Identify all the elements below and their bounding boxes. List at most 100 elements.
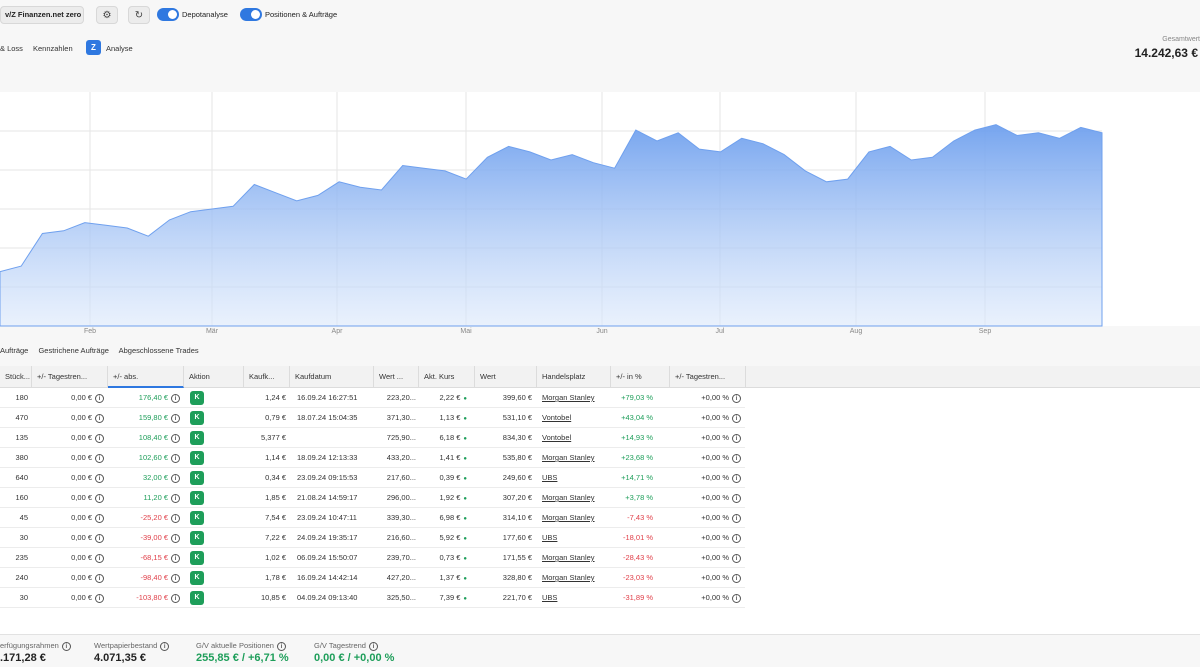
table-row[interactable]: 240 0,00 € i -98,40 € i K 1,78 €16.09.24 14:42…	[0, 568, 745, 588]
info-icon[interactable]: i	[171, 433, 180, 443]
info-icon[interactable]: i	[171, 473, 180, 483]
info-icon[interactable]: i	[276, 641, 286, 651]
info-icon[interactable]: i	[95, 473, 104, 483]
kaufen-button[interactable]: K	[190, 391, 204, 405]
column-header-kaufkurs[interactable]: Kaufk...	[244, 366, 290, 388]
table-row[interactable]: 135 0,00 € i 108,40 € i K 5,377 €725,90... 6,18…	[0, 428, 745, 448]
cell-kaufwert: 223,20...	[386, 393, 416, 402]
column-header-stueck[interactable]: Stück...	[0, 366, 32, 388]
info-icon[interactable]: i	[171, 393, 180, 403]
table-row[interactable]: 235 0,00 € i -68,15 € i K 1,02 €06.09.24 15:50…	[0, 548, 745, 568]
analyse-icon[interactable]: Z	[86, 40, 101, 55]
kaufen-button[interactable]: K	[190, 571, 204, 585]
info-icon[interactable]: i	[95, 433, 104, 443]
info-icon[interactable]: i	[61, 641, 71, 651]
kaufen-button[interactable]: K	[190, 471, 204, 485]
info-icon[interactable]: i	[95, 493, 104, 503]
info-icon[interactable]: i	[95, 553, 104, 563]
column-header-kaufdatum[interactable]: Kaufdatum	[290, 366, 374, 388]
info-icon[interactable]: i	[171, 533, 180, 543]
column-header-handelsplatz[interactable]: Handelsplatz	[537, 366, 611, 388]
tab-kennzahlen[interactable]: Kennzahlen	[33, 44, 73, 53]
kaufen-button[interactable]: K	[190, 511, 204, 525]
info-icon[interactable]: i	[732, 573, 741, 583]
cell-handelsplatz-link[interactable]: Vontobel	[542, 433, 572, 442]
info-icon[interactable]: i	[732, 533, 741, 543]
table-row[interactable]: 640 0,00 € i 32,00 € i K 0,34 €23.09.24 09:15:…	[0, 468, 745, 488]
column-header-aktion[interactable]: Aktion	[184, 366, 244, 388]
info-icon[interactable]: i	[95, 393, 104, 403]
depotanalyse-toggle[interactable]	[157, 8, 179, 21]
cell-handelsplatz-link[interactable]: UBS	[542, 533, 558, 542]
table-row[interactable]: 30 0,00 € i -103,80 € i K 10,85 €04.09.24 09:1…	[0, 588, 745, 608]
depot-selector[interactable]: v/Z Finanzen.net zero	[0, 6, 84, 24]
column-header-kaufwert[interactable]: Wert ...	[374, 366, 419, 388]
tab-profit-loss[interactable]: & Loss	[0, 44, 23, 53]
cell-handelsplatz-link[interactable]: Vontobel	[542, 413, 572, 422]
cell-handelsplatz-link[interactable]: Morgan Stanley	[542, 573, 595, 582]
info-icon[interactable]: i	[732, 473, 741, 483]
info-icon[interactable]: i	[732, 513, 741, 523]
table-row[interactable]: 180 0,00 € i 176,40 € i K 1,24 €16.09.24 16:27…	[0, 388, 745, 408]
kaufen-button[interactable]: K	[190, 551, 204, 565]
info-icon[interactable]: i	[732, 493, 741, 503]
table-row[interactable]: 380 0,00 € i 102,60 € i K 1,14 €18.09.24 12:13…	[0, 448, 745, 468]
info-icon[interactable]: i	[171, 513, 180, 523]
tab-abgeschlossene-trades[interactable]: Abgeschlossene Trades	[118, 346, 199, 355]
cell-handelsplatz-link[interactable]: Morgan Stanley	[542, 513, 595, 522]
info-icon[interactable]: i	[368, 641, 378, 651]
info-icon[interactable]: i	[732, 393, 741, 403]
info-icon[interactable]: i	[95, 513, 104, 523]
cell-handelsplatz-link[interactable]: Morgan Stanley	[542, 393, 595, 402]
live-indicator-icon: ●	[463, 396, 467, 402]
info-icon[interactable]: i	[95, 453, 104, 463]
kaufen-button[interactable]: K	[190, 451, 204, 465]
cell-stueck: 240	[15, 573, 28, 582]
kaufen-button[interactable]: K	[190, 491, 204, 505]
info-icon[interactable]: i	[732, 433, 741, 443]
column-header-abs[interactable]: +/- abs.	[108, 366, 184, 388]
cell-handelsplatz-link[interactable]: Morgan Stanley	[542, 453, 595, 462]
info-icon[interactable]: i	[171, 453, 180, 463]
kaufen-button[interactable]: K	[190, 531, 204, 545]
info-icon[interactable]: i	[95, 533, 104, 543]
info-icon[interactable]: i	[171, 573, 180, 583]
table-row[interactable]: 30 0,00 € i -39,00 € i K 7,22 €24.09.24 19:35:…	[0, 528, 745, 548]
refresh-button[interactable]: ↻	[128, 6, 150, 24]
kaufen-button[interactable]: K	[190, 591, 204, 605]
cell-kaufdatum: 16.09.24 16:27:51	[297, 393, 358, 402]
cell-prozent: -28,43 %	[622, 553, 653, 562]
table-row[interactable]: 45 0,00 € i -25,20 € i K 7,54 €23.09.24 10:47:…	[0, 508, 745, 528]
info-icon[interactable]: i	[732, 553, 741, 563]
cell-handelsplatz-link[interactable]: UBS	[542, 593, 558, 602]
info-icon[interactable]: i	[171, 593, 180, 603]
tab-analyse[interactable]: Analyse	[106, 44, 133, 53]
column-header-prozent[interactable]: +/- in %	[611, 366, 670, 388]
table-row[interactable]: 470 0,00 € i 159,80 € i K 0,79 €18.07.24 15:04…	[0, 408, 745, 428]
column-header-akt-kurs[interactable]: Akt. Kurs	[419, 366, 475, 388]
info-icon[interactable]: i	[95, 413, 104, 423]
tab-auftraege[interactable]: Aufträge	[0, 346, 29, 355]
cell-handelsplatz-link[interactable]: Morgan Stanley	[542, 493, 595, 502]
info-icon[interactable]: i	[95, 593, 104, 603]
info-icon[interactable]: i	[160, 641, 170, 651]
table-row[interactable]: 160 0,00 € i 11,20 € i K 1,85 €21.08.24 14:59:…	[0, 488, 745, 508]
column-header-wert[interactable]: Wert	[475, 366, 537, 388]
kaufen-button[interactable]: K	[190, 411, 204, 425]
cell-handelsplatz-link[interactable]: Morgan Stanley	[542, 553, 595, 562]
column-header-tagestrend-pct[interactable]: +/- Tagestren...	[670, 366, 746, 388]
info-icon[interactable]: i	[171, 493, 180, 503]
info-icon[interactable]: i	[732, 453, 741, 463]
cell-prozent: -7,43 %	[627, 513, 653, 522]
info-icon[interactable]: i	[732, 593, 741, 603]
info-icon[interactable]: i	[732, 413, 741, 423]
column-header-tagestrend[interactable]: +/- Tagestren...	[32, 366, 108, 388]
info-icon[interactable]: i	[171, 413, 180, 423]
settings-button[interactable]: ⚙	[96, 6, 118, 24]
positionen-toggle[interactable]	[240, 8, 262, 21]
info-icon[interactable]: i	[95, 573, 104, 583]
kaufen-button[interactable]: K	[190, 431, 204, 445]
cell-handelsplatz-link[interactable]: UBS	[542, 473, 558, 482]
info-icon[interactable]: i	[171, 553, 180, 563]
tab-gestrichene-auftraege[interactable]: Gestrichene Aufträge	[38, 346, 109, 355]
